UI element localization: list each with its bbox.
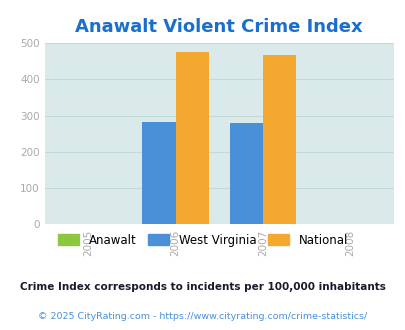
Bar <box>262 55 295 224</box>
Bar <box>142 122 175 224</box>
Legend: Anawalt, West Virginia, National: Anawalt, West Virginia, National <box>53 229 352 251</box>
Bar <box>175 52 208 224</box>
Text: © 2025 CityRating.com - https://www.cityrating.com/crime-statistics/: © 2025 CityRating.com - https://www.city… <box>38 312 367 321</box>
Title: Anawalt Violent Crime Index: Anawalt Violent Crime Index <box>75 18 362 36</box>
Bar <box>229 123 262 224</box>
Text: Crime Index corresponds to incidents per 100,000 inhabitants: Crime Index corresponds to incidents per… <box>20 282 385 292</box>
